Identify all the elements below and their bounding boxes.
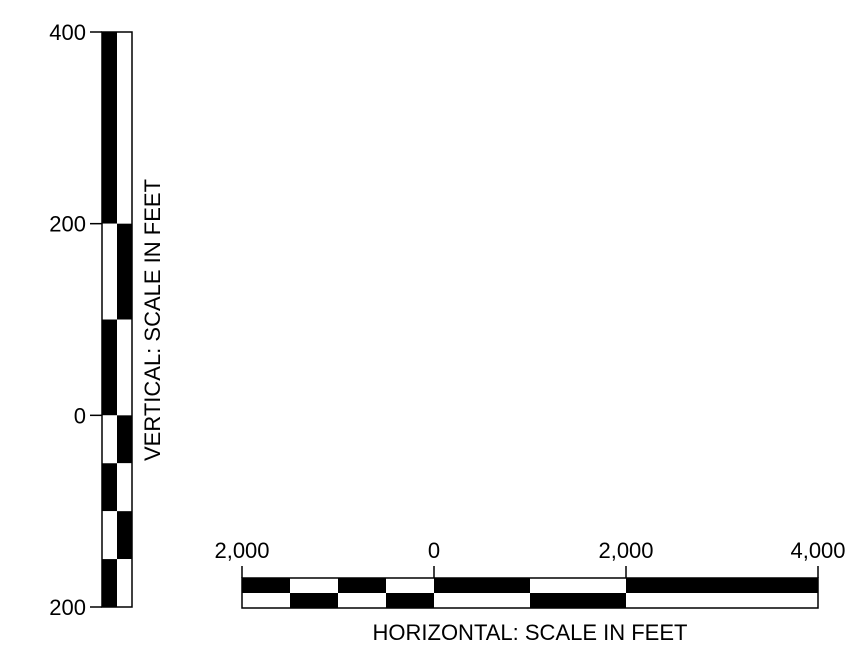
horizontal-segment-bottom-0 <box>242 593 290 608</box>
vertical-segment-left-6 <box>102 559 117 607</box>
vertical-segment-right-4 <box>117 463 132 512</box>
horizontal-segment-top-4 <box>434 578 530 593</box>
vertical-segment-left-5 <box>102 511 117 560</box>
horizontal-segment-bottom-1 <box>290 593 338 608</box>
vertical-scale-title: VERTICAL: SCALE IN FEET <box>140 179 165 461</box>
vertical-bar-outline <box>101 31 133 608</box>
vertical-segment-left-0 <box>102 32 117 224</box>
vertical-scale-bar: 400 200 0 200 <box>49 20 133 620</box>
vertical-tick-label-2: 0 <box>74 403 86 428</box>
horizontal-segment-bottom-6 <box>626 593 818 608</box>
vertical-segment-right-0 <box>117 32 132 224</box>
vertical-tick-label-3: 200 <box>49 595 86 620</box>
horizontal-segment-top-0 <box>242 578 290 593</box>
horizontal-segment-top-6 <box>626 578 818 593</box>
horizontal-segment-top-3 <box>386 578 434 593</box>
horizontal-segment-bottom-3 <box>386 593 434 608</box>
vertical-segment-left-4 <box>102 463 117 512</box>
horizontal-segment-top-1 <box>290 578 338 593</box>
horizontal-segment-top-5 <box>530 578 626 593</box>
horizontal-tick-label-3: 4,000 <box>790 538 845 563</box>
horizontal-scale-bar: 2,000 0 2,000 4,000 <box>214 538 846 609</box>
horizontal-segment-bottom-2 <box>338 593 386 608</box>
horizontal-segment-bottom-4 <box>434 593 530 608</box>
horizontal-tick-label-2: 2,000 <box>598 538 653 563</box>
horizontal-bar-outline <box>241 577 819 609</box>
vertical-segment-left-1 <box>102 223 117 320</box>
horizontal-tick-label-0: 2,000 <box>214 538 269 563</box>
vertical-segment-left-3 <box>102 415 117 464</box>
vertical-segment-right-6 <box>117 559 132 607</box>
vertical-tick-label-0: 400 <box>49 20 86 45</box>
horizontal-segment-bottom-5 <box>530 593 626 608</box>
horizontal-tick-label-1: 0 <box>428 538 440 563</box>
vertical-segment-right-5 <box>117 511 132 560</box>
vertical-segment-left-2 <box>102 319 117 416</box>
vertical-segment-right-3 <box>117 415 132 464</box>
vertical-tick-label-1: 200 <box>49 212 86 237</box>
horizontal-segment-top-2 <box>338 578 386 593</box>
horizontal-scale-title: HORIZONTAL: SCALE IN FEET <box>373 620 688 645</box>
vertical-segment-right-1 <box>117 223 132 320</box>
vertical-segment-right-2 <box>117 319 132 416</box>
